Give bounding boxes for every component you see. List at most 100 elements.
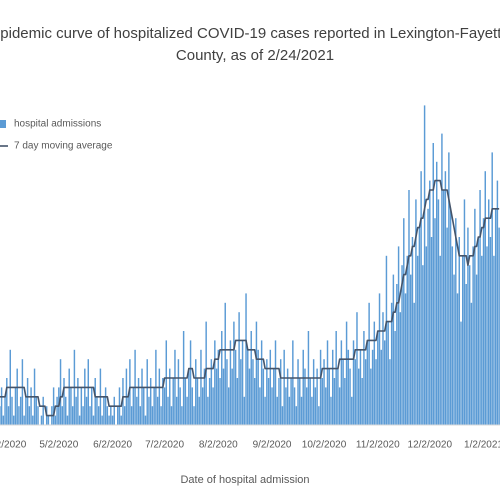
bar bbox=[103, 396, 105, 425]
bar bbox=[106, 406, 109, 425]
bar bbox=[488, 199, 490, 425]
bar bbox=[420, 171, 422, 425]
bar bbox=[356, 312, 358, 425]
bar bbox=[297, 359, 299, 425]
bar bbox=[52, 387, 55, 425]
bar bbox=[474, 208, 476, 425]
bar bbox=[250, 331, 252, 425]
bar bbox=[6, 378, 8, 425]
bar bbox=[415, 199, 417, 425]
bar bbox=[136, 396, 138, 425]
bar bbox=[283, 349, 285, 425]
bar bbox=[387, 321, 389, 425]
bar bbox=[448, 152, 450, 425]
bar bbox=[403, 218, 405, 425]
bar bbox=[288, 396, 291, 425]
bar bbox=[351, 396, 353, 425]
bar bbox=[373, 321, 376, 425]
bar bbox=[335, 331, 337, 425]
bar bbox=[28, 406, 31, 425]
bar bbox=[0, 387, 3, 425]
bar bbox=[472, 246, 474, 425]
bar bbox=[191, 387, 194, 425]
bar bbox=[151, 406, 154, 425]
bar bbox=[175, 396, 178, 425]
legend-label: 7 day moving average bbox=[14, 141, 113, 152]
bar bbox=[361, 378, 363, 425]
bar bbox=[243, 396, 246, 425]
bar bbox=[392, 274, 395, 425]
bar bbox=[63, 378, 65, 425]
bar bbox=[167, 396, 169, 425]
bar bbox=[278, 378, 280, 425]
bar bbox=[494, 208, 497, 425]
bar bbox=[2, 415, 5, 425]
bar bbox=[70, 387, 72, 425]
bar bbox=[217, 349, 220, 425]
bar bbox=[377, 331, 379, 425]
bar bbox=[430, 237, 433, 425]
bar bbox=[252, 359, 254, 425]
moving-average-line bbox=[0, 179, 500, 417]
bar bbox=[255, 321, 258, 425]
bar bbox=[385, 255, 388, 425]
bar bbox=[325, 387, 327, 425]
bar bbox=[56, 396, 58, 425]
bar bbox=[129, 359, 131, 425]
bar bbox=[226, 359, 228, 425]
bar bbox=[276, 396, 278, 425]
bar bbox=[318, 406, 320, 425]
bar bbox=[413, 302, 415, 425]
bar bbox=[345, 321, 348, 425]
bar bbox=[321, 378, 324, 425]
bar bbox=[295, 406, 298, 425]
bar bbox=[104, 387, 107, 425]
bar bbox=[290, 378, 292, 425]
x-tick-label: 8/2/2020 bbox=[199, 440, 238, 451]
bar bbox=[89, 406, 91, 425]
bar bbox=[406, 255, 408, 425]
bar bbox=[110, 406, 112, 425]
bar bbox=[26, 378, 29, 425]
bar bbox=[422, 265, 424, 425]
bar bbox=[54, 415, 57, 425]
bar bbox=[484, 171, 486, 425]
bar bbox=[172, 378, 174, 425]
bar bbox=[489, 237, 492, 425]
bar bbox=[316, 368, 318, 425]
bar bbox=[30, 387, 32, 425]
bar bbox=[35, 396, 37, 425]
bar bbox=[153, 387, 155, 425]
bar bbox=[382, 312, 384, 425]
bar bbox=[340, 340, 343, 425]
bar bbox=[65, 396, 67, 425]
bar bbox=[245, 293, 247, 425]
bar bbox=[368, 302, 370, 425]
bar bbox=[19, 396, 22, 425]
bar bbox=[23, 415, 25, 425]
bar bbox=[423, 105, 426, 426]
bar bbox=[493, 255, 495, 425]
bar bbox=[144, 415, 147, 425]
bar bbox=[186, 396, 188, 425]
bar bbox=[416, 255, 419, 425]
bar bbox=[179, 387, 181, 425]
bar bbox=[198, 396, 200, 425]
bar bbox=[401, 265, 403, 425]
bar bbox=[486, 246, 488, 425]
bar bbox=[205, 321, 207, 425]
bar bbox=[189, 340, 192, 425]
bar bbox=[442, 190, 445, 425]
bar bbox=[13, 415, 15, 425]
bar bbox=[68, 368, 70, 425]
bar bbox=[42, 396, 44, 425]
bar bbox=[446, 227, 448, 425]
x-tick-label: 5/2/2020 bbox=[39, 440, 78, 451]
bar bbox=[390, 302, 393, 425]
bar bbox=[61, 406, 64, 425]
bar bbox=[451, 246, 454, 425]
bar bbox=[71, 406, 74, 425]
bar bbox=[111, 415, 114, 425]
